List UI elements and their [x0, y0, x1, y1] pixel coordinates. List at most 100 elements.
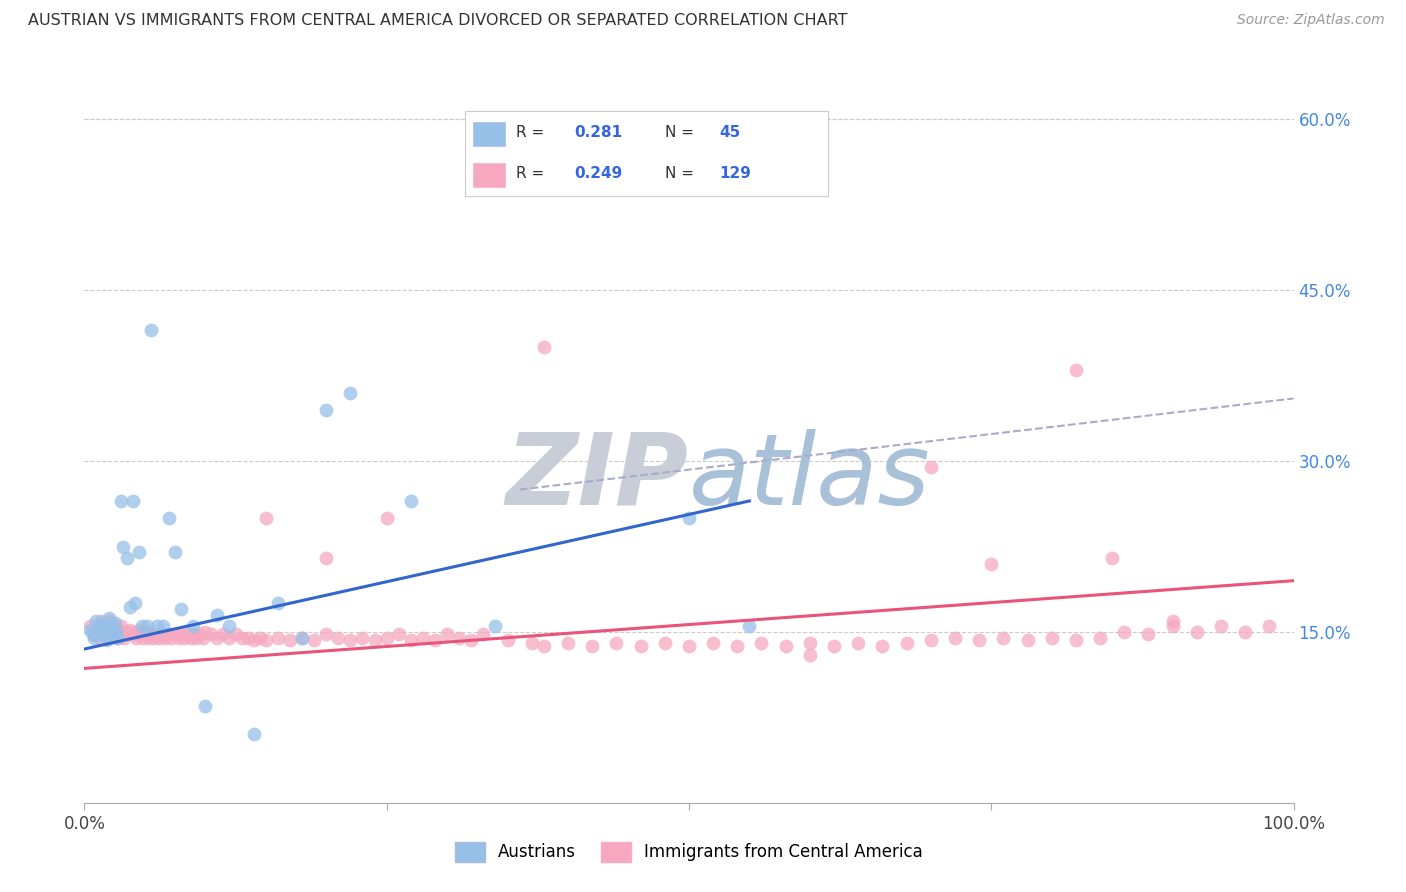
Point [142, 631, 165, 645]
Point [920, 459, 942, 474]
Point [89, 631, 111, 645]
Point [1040, 631, 1063, 645]
Point [1114, 624, 1136, 639]
Point [98, 619, 121, 633]
Point [165, 545, 187, 559]
Text: atlas: atlas [689, 428, 931, 525]
Point [896, 636, 918, 650]
Point [93, 628, 115, 642]
Point [449, 631, 471, 645]
Point [91, 615, 114, 630]
Point [460, 632, 482, 647]
Point [484, 619, 506, 633]
Point [83, 628, 105, 642]
Legend: Austrians, Immigrants from Central America: Austrians, Immigrants from Central Ameri… [449, 835, 929, 869]
Point [375, 511, 398, 525]
Point [605, 636, 627, 650]
Point [146, 627, 169, 641]
Point [388, 627, 411, 641]
Point [176, 627, 198, 641]
Point [212, 627, 235, 641]
Point [131, 631, 153, 645]
Point [339, 632, 361, 647]
Point [799, 648, 821, 662]
Text: AUSTRIAN VS IMMIGRANTS FROM CENTRAL AMERICA DIVORCED OR SEPARATED CORRELATION CH: AUSTRIAN VS IMMIGRANTS FROM CENTRAL AMER… [28, 13, 848, 29]
Point [207, 631, 229, 645]
Point [89, 622, 111, 636]
Point [79, 619, 101, 633]
Point [124, 624, 146, 639]
Point [315, 627, 337, 641]
Point [139, 627, 162, 641]
Point [302, 632, 325, 647]
Point [581, 639, 603, 653]
Point [375, 631, 398, 645]
Point [115, 624, 138, 639]
Point [207, 607, 229, 622]
Point [112, 631, 135, 645]
Point [218, 619, 240, 633]
Point [943, 631, 966, 645]
Point [799, 636, 821, 650]
Point [1017, 632, 1039, 647]
Point [278, 632, 301, 647]
Point [152, 627, 174, 641]
Point [315, 550, 337, 565]
Point [110, 494, 132, 508]
Point [967, 632, 990, 647]
Point [128, 627, 150, 641]
Text: ZIP: ZIP [506, 428, 689, 525]
Point [97, 614, 120, 628]
Point [110, 619, 132, 633]
Point [96, 631, 118, 645]
Point [1101, 550, 1123, 565]
Point [107, 631, 129, 645]
Point [200, 627, 222, 641]
Point [1258, 619, 1281, 633]
Point [980, 557, 1002, 571]
Point [242, 727, 264, 741]
Point [120, 599, 142, 614]
Point [98, 619, 121, 633]
Point [920, 632, 942, 647]
Point [167, 631, 190, 645]
Point [593, 169, 616, 184]
Point [1137, 627, 1160, 641]
Point [1064, 632, 1087, 647]
Text: Source: ZipAtlas.com: Source: ZipAtlas.com [1237, 13, 1385, 28]
Point [134, 624, 156, 639]
Point [97, 611, 120, 625]
Point [160, 631, 183, 645]
Point [412, 631, 434, 645]
Point [225, 627, 247, 641]
Point [82, 624, 104, 639]
Point [678, 639, 700, 653]
Point [86, 627, 108, 641]
Point [218, 631, 240, 645]
Point [86, 623, 108, 637]
Point [738, 619, 761, 633]
Point [91, 623, 114, 637]
Point [115, 550, 138, 565]
Point [363, 632, 385, 647]
Point [152, 619, 174, 633]
Point [315, 402, 337, 417]
Point [173, 631, 195, 645]
Point [1064, 363, 1087, 377]
Point [148, 631, 170, 645]
Point [138, 631, 160, 645]
Point [103, 623, 125, 637]
Point [399, 632, 422, 647]
Point [1088, 631, 1111, 645]
Point [702, 636, 724, 650]
Point [112, 540, 135, 554]
Point [399, 494, 422, 508]
Point [117, 627, 139, 641]
Point [249, 631, 271, 645]
Point [121, 627, 143, 641]
Point [86, 614, 108, 628]
Point [1209, 619, 1232, 633]
Point [194, 698, 217, 713]
Point [170, 627, 193, 641]
Point [352, 631, 374, 645]
